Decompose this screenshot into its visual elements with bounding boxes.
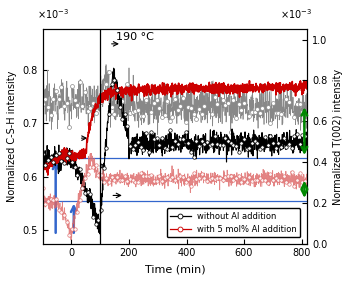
- X-axis label: Time (min): Time (min): [145, 264, 205, 274]
- Text: $\times 10^{-3}$: $\times 10^{-3}$: [37, 7, 70, 21]
- Text: $\times 10^{-3}$: $\times 10^{-3}$: [280, 7, 313, 21]
- Legend: without Al addition, with 5 mol% Al addition: without Al addition, with 5 mol% Al addi…: [167, 209, 300, 237]
- Y-axis label: Normalized T(002) intensity: Normalized T(002) intensity: [333, 69, 343, 205]
- Y-axis label: Normalized C-S-H intensity: Normalized C-S-H intensity: [7, 71, 17, 202]
- Text: 190 °C: 190 °C: [116, 31, 154, 42]
